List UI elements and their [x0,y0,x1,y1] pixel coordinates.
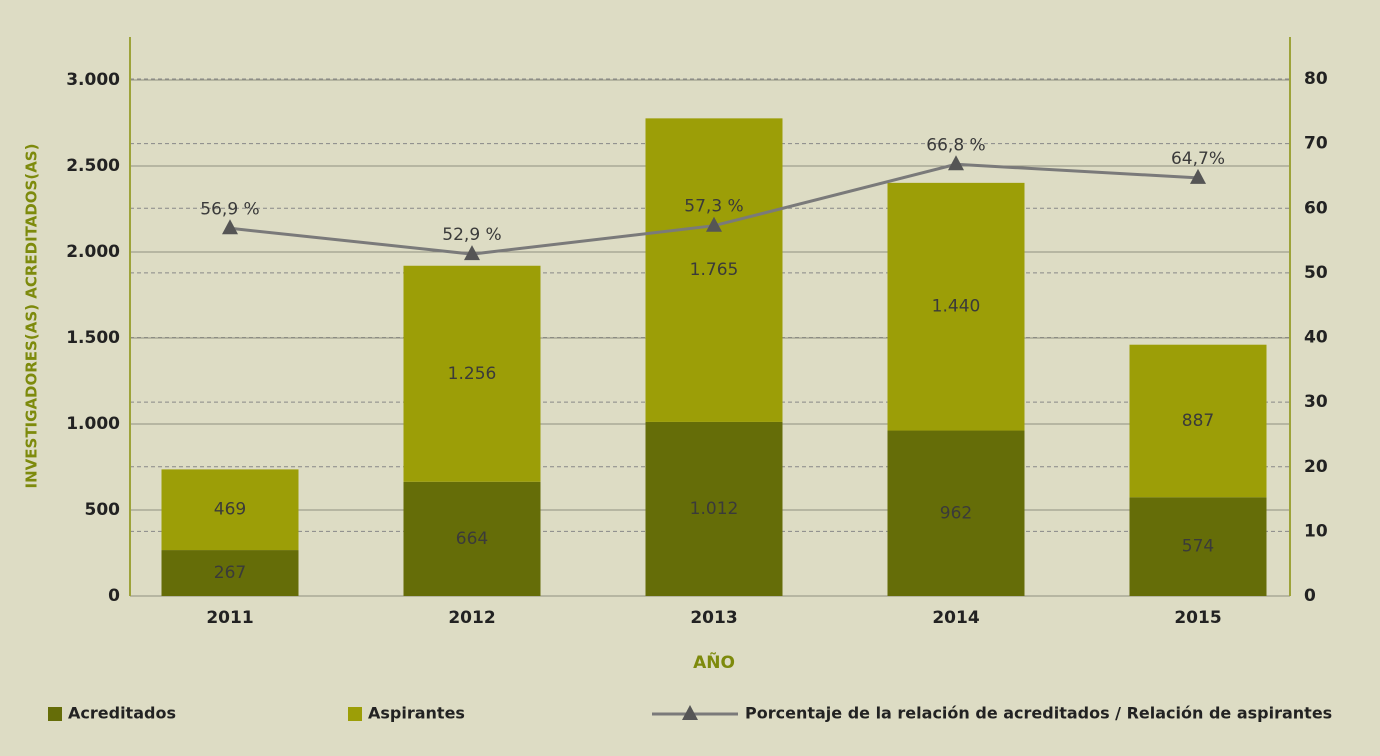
y-tick-label: 2.500 [66,156,120,176]
data-label: 887 [1182,411,1214,431]
data-label: 664 [456,529,488,549]
x-tick-label: 2012 [448,608,495,628]
legend-label: Porcentaje de la relación de acreditados… [745,704,1332,723]
data-label: 1.256 [448,364,497,384]
data-label: 52,9 % [442,225,501,245]
line-marker [464,245,480,261]
line-marker [706,216,722,232]
bar [403,481,541,596]
y2-tick-label: 50 [1304,263,1328,283]
data-label: 57,3 % [684,197,743,217]
data-label: 1.012 [690,499,739,519]
line-marker [222,219,238,235]
y2-tick-label: 60 [1304,198,1328,218]
y2-tick-label: 70 [1304,134,1328,154]
bar [887,182,1025,431]
y-tick-label: 0 [108,586,120,606]
legend-marker [682,705,698,720]
data-label: 56,9 % [200,199,259,219]
data-label: 1.440 [932,297,981,317]
y2-tick-label: 80 [1304,69,1328,89]
x-tick-label: 2014 [932,608,979,628]
y-tick-label: 500 [85,500,121,520]
x-axis-label: AÑO [693,650,735,673]
legend-swatch [348,707,362,721]
x-tick-label: 2013 [690,608,737,628]
y-tick-label: 1.500 [66,328,120,348]
line-marker [1190,168,1206,184]
bar [1129,344,1267,498]
legend-label: Aspirantes [368,704,465,723]
legend-label: Acreditados [68,704,176,723]
data-label: 574 [1182,537,1214,557]
data-label: 962 [940,503,972,523]
y-axis-label: INVESTIGADORES(AS) ACREDITADOS(AS) [23,144,41,489]
y2-tick-label: 30 [1304,392,1328,412]
bar [887,430,1025,596]
y-tick-label: 1.000 [66,414,120,434]
legend-swatch [48,707,62,721]
bar [645,118,783,422]
data-label: 1.765 [690,260,739,280]
bar [403,265,541,482]
bar [161,550,299,596]
y-tick-label: 2.000 [66,242,120,262]
bar [645,421,783,596]
y2-tick-label: 10 [1304,521,1328,541]
data-label: 469 [214,500,246,520]
x-tick-label: 2015 [1174,608,1221,628]
y2-tick-label: 20 [1304,457,1328,477]
y2-tick-label: 40 [1304,328,1328,348]
x-tick-label: 2011 [206,608,253,628]
line-marker [948,155,964,171]
data-label: 64,7% [1171,149,1225,169]
y2-tick-label: 0 [1304,586,1316,606]
y-tick-label: 3.000 [66,70,120,90]
bar [1129,497,1267,596]
data-label: 267 [214,563,246,583]
data-label: 66,8 % [926,135,985,155]
bar [161,469,299,551]
